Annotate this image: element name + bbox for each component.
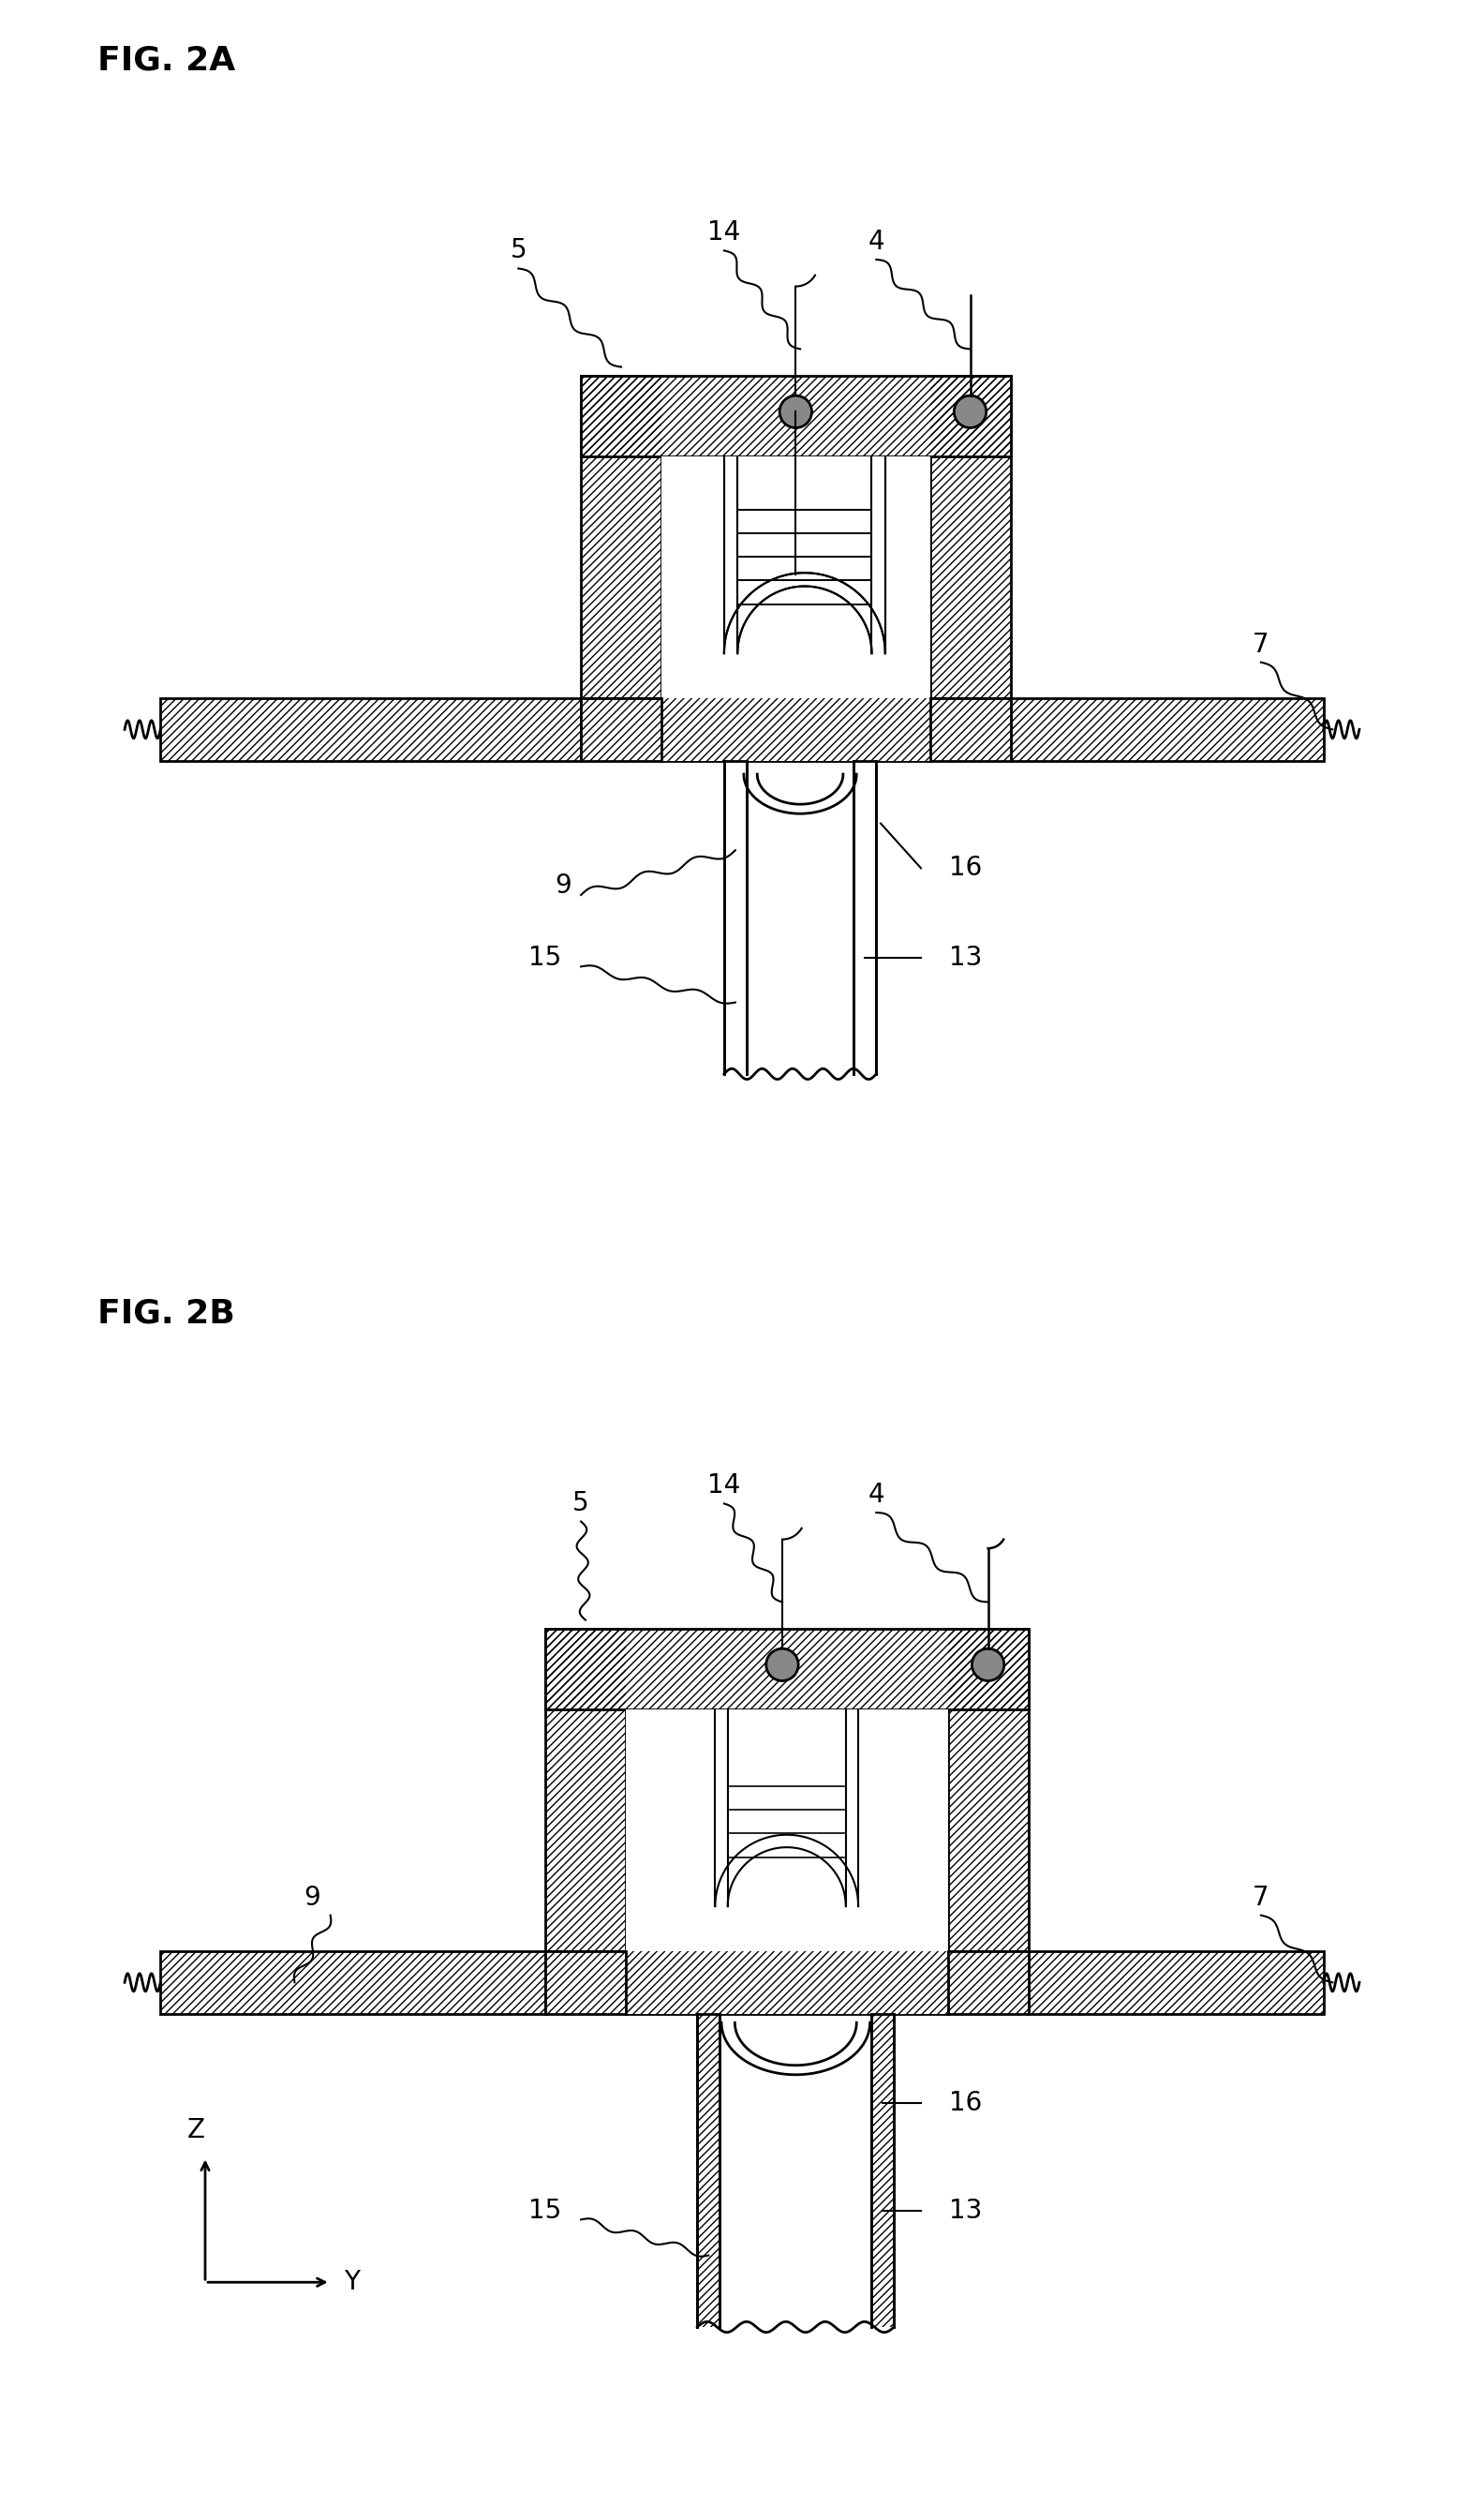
Bar: [580, 376, 1011, 456]
Bar: [871, 2015, 893, 2328]
Bar: [626, 1709, 948, 1952]
Bar: [580, 376, 662, 699]
Text: 7: 7: [1252, 632, 1269, 657]
Bar: [871, 2015, 893, 2328]
Text: 4: 4: [868, 1481, 884, 1509]
Bar: [545, 1629, 1028, 1709]
Bar: [724, 762, 746, 1048]
Text: Y: Y: [344, 2268, 359, 2295]
Bar: [724, 762, 746, 1075]
Text: 5: 5: [510, 238, 527, 263]
Bar: [930, 376, 1011, 699]
Text: 16: 16: [950, 855, 982, 882]
Bar: [662, 699, 930, 762]
Text: 5: 5: [573, 1491, 589, 1516]
Bar: [160, 699, 580, 762]
Bar: [626, 1952, 948, 2015]
Bar: [871, 456, 884, 654]
Text: 15: 15: [528, 2198, 561, 2223]
Bar: [626, 1709, 948, 1952]
Text: 9: 9: [304, 1885, 321, 1910]
Bar: [724, 762, 746, 1048]
Bar: [662, 456, 930, 699]
Bar: [871, 456, 884, 654]
Circle shape: [954, 396, 987, 429]
Bar: [930, 376, 1011, 699]
Bar: [580, 376, 1011, 456]
Bar: [1011, 699, 1324, 762]
Text: 13: 13: [950, 2198, 982, 2223]
Bar: [715, 1709, 727, 1907]
Bar: [160, 699, 580, 762]
Text: 4: 4: [868, 228, 884, 256]
Text: 13: 13: [950, 945, 982, 970]
Text: 15: 15: [528, 945, 561, 970]
Bar: [160, 1952, 545, 2015]
Bar: [580, 699, 1011, 762]
Bar: [580, 376, 662, 699]
Bar: [1028, 1952, 1324, 2015]
Bar: [545, 1952, 1028, 2015]
Circle shape: [972, 1649, 1005, 1682]
Bar: [853, 762, 876, 1048]
Bar: [1028, 1952, 1324, 2015]
Bar: [662, 456, 930, 699]
Circle shape: [766, 1649, 798, 1682]
Text: FIG. 2B: FIG. 2B: [98, 1298, 236, 1331]
Bar: [545, 1629, 626, 1952]
Bar: [697, 2015, 720, 2328]
Text: 14: 14: [708, 1474, 741, 1499]
Bar: [545, 1952, 1028, 2015]
Text: 9: 9: [555, 872, 571, 900]
Text: Z: Z: [187, 2118, 205, 2143]
Bar: [724, 456, 738, 654]
Bar: [853, 762, 876, 1075]
Bar: [160, 1952, 545, 2015]
Bar: [948, 1629, 1028, 1952]
Text: 14: 14: [708, 221, 741, 246]
Text: FIG. 2A: FIG. 2A: [98, 45, 236, 78]
Bar: [724, 456, 738, 654]
Text: 7: 7: [1252, 1885, 1269, 1910]
Text: 16: 16: [950, 2090, 982, 2118]
Bar: [545, 1629, 626, 1952]
Bar: [846, 1709, 858, 1907]
Bar: [697, 2015, 720, 2328]
Bar: [853, 762, 876, 1048]
Circle shape: [779, 396, 812, 429]
Bar: [580, 699, 1011, 762]
Bar: [948, 1629, 1028, 1952]
Bar: [1011, 699, 1324, 762]
Bar: [545, 1629, 1028, 1709]
